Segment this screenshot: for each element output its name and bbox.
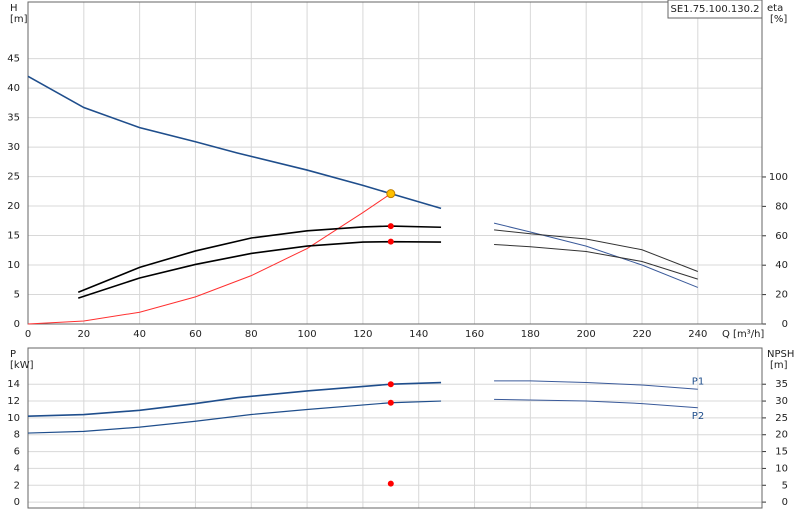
y2-tick-label: 5 xyxy=(782,480,788,491)
y2-tick-label: 0 xyxy=(782,319,788,330)
legend-box xyxy=(667,0,763,19)
y2-tick-label: 35 xyxy=(775,379,788,390)
y-tick-label: 10 xyxy=(7,413,20,424)
operating-point xyxy=(386,189,396,199)
y-tick-label: 30 xyxy=(7,142,20,153)
operating-point xyxy=(387,223,394,230)
curve xyxy=(77,225,442,293)
curve xyxy=(494,229,698,272)
y2-tick-label: 15 xyxy=(775,447,788,458)
y2-tick-label: 25 xyxy=(775,413,788,424)
x-tick-label: 200 xyxy=(577,329,596,340)
y-tick-label: 40 xyxy=(7,83,20,94)
curve xyxy=(27,75,442,210)
x-tick-label: 80 xyxy=(245,329,258,340)
curve xyxy=(27,400,442,434)
y-axis-unit: [m] xyxy=(10,14,28,25)
y2-axis-label: NPSH xyxy=(767,349,794,360)
x-tick-label: 180 xyxy=(521,329,540,340)
operating-point xyxy=(387,238,394,245)
y-tick-label: 20 xyxy=(7,201,20,212)
x-tick-label: 100 xyxy=(298,329,317,340)
curve xyxy=(494,380,698,390)
x-tick-label: 220 xyxy=(632,329,651,340)
x-tick-label: 60 xyxy=(189,329,202,340)
y2-axis-label: eta xyxy=(767,3,783,14)
y-axis-unit: [kW] xyxy=(10,360,34,371)
y2-tick-label: 20 xyxy=(775,430,788,441)
y-tick-label: 5 xyxy=(14,290,20,301)
curve xyxy=(494,398,698,409)
y2-axis-unit: [m] xyxy=(770,360,788,371)
curve xyxy=(77,240,442,299)
y2-tick-label: 40 xyxy=(775,260,788,271)
y2-tick-label: 20 xyxy=(775,290,788,301)
x-tick-label: 160 xyxy=(465,329,484,340)
plot-frame xyxy=(27,1,763,325)
y-tick-label: 10 xyxy=(7,260,20,271)
y-axis-label: P xyxy=(10,349,16,360)
y-tick-label: 15 xyxy=(7,231,20,242)
x-tick-label: 120 xyxy=(353,329,372,340)
operating-point xyxy=(387,381,394,388)
y-tick-label: 2 xyxy=(14,480,20,491)
x-tick-label: 140 xyxy=(409,329,428,340)
y-tick-label: 12 xyxy=(7,396,20,407)
y-tick-label: 25 xyxy=(7,172,20,183)
operating-point xyxy=(387,399,394,406)
y-tick-label: 45 xyxy=(7,54,20,65)
x-tick-label: 240 xyxy=(688,329,707,340)
plot-frame xyxy=(27,347,763,509)
y-tick-label: 4 xyxy=(14,463,20,474)
legend-label: SE1.75.100.130.2 xyxy=(670,4,759,15)
curve-label: P2 xyxy=(692,411,704,422)
y2-tick-label: 100 xyxy=(769,172,788,183)
y-tick-label: 6 xyxy=(14,447,20,458)
y2-tick-label: 30 xyxy=(775,396,788,407)
y2-axis-unit: [%] xyxy=(770,14,787,25)
x-tick-label: 20 xyxy=(77,329,90,340)
curve xyxy=(27,381,442,418)
y2-tick-label: 80 xyxy=(775,201,788,212)
y2-tick-label: 60 xyxy=(775,231,788,242)
x-tick-label: 0 xyxy=(25,329,31,340)
x-tick-label: 40 xyxy=(133,329,146,340)
y2-tick-label: 10 xyxy=(775,463,788,474)
y-tick-label: 8 xyxy=(14,430,20,441)
curve xyxy=(493,222,698,288)
y2-tick-label: 0 xyxy=(782,497,788,508)
curve xyxy=(27,193,392,325)
curve-label: P1 xyxy=(692,376,704,387)
operating-point xyxy=(387,480,394,487)
y-tick-label: 14 xyxy=(7,379,20,390)
y-tick-label: 0 xyxy=(14,319,20,330)
x-axis-label: Q [m³/h] xyxy=(722,329,764,340)
y-tick-label: 0 xyxy=(14,497,20,508)
y-axis-label: H xyxy=(10,3,18,14)
curve xyxy=(494,243,698,280)
y-tick-label: 35 xyxy=(7,113,20,124)
